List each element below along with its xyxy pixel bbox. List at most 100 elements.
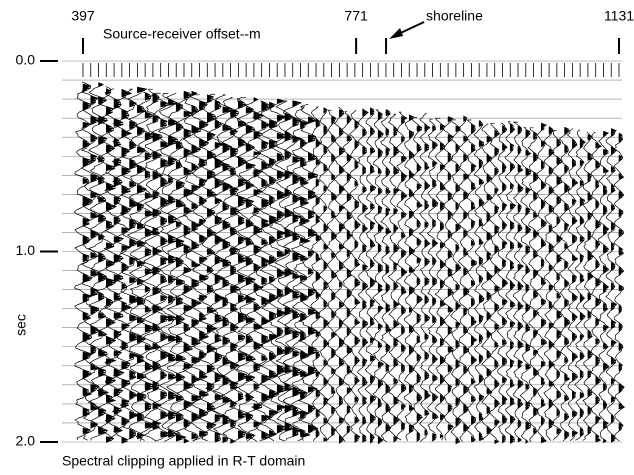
wiggle-trace	[566, 128, 579, 442]
wiggle-trace	[418, 113, 431, 442]
wiggle-trace	[364, 109, 377, 442]
wiggle-trace	[236, 96, 257, 442]
wiggle-fill	[572, 138, 579, 438]
wiggle-fill	[533, 131, 540, 435]
wiggle-fill	[486, 135, 494, 435]
wiggle-trace	[535, 124, 548, 442]
wiggle-trace	[126, 88, 148, 442]
wiggle-fill	[610, 128, 618, 443]
wiggle-fill	[152, 92, 163, 430]
wiggle-fill	[377, 111, 385, 445]
wiggle-trace	[317, 109, 330, 442]
wiggle-fill	[331, 115, 338, 437]
wiggle-fill	[463, 115, 470, 433]
wiggle-fill	[370, 107, 377, 445]
wiggle-fill	[494, 129, 501, 445]
wiggle-fill	[230, 109, 240, 444]
wiggle-fill	[160, 100, 171, 438]
y-axis-label: sec	[13, 314, 29, 336]
y-tick-label: 2.0	[16, 433, 36, 449]
wiggle-fill	[556, 137, 564, 435]
wiggle-fill	[455, 125, 462, 445]
wiggle-fill	[541, 122, 548, 444]
wiggle-fill	[502, 124, 509, 444]
wiggle-trace	[119, 88, 140, 442]
wiggle-fill	[308, 116, 318, 433]
wiggle-fill	[618, 132, 626, 432]
wiggle-fill	[292, 100, 303, 438]
wiggle-fill	[564, 126, 571, 440]
wiggle-trace	[387, 113, 400, 441]
wiggle-fill	[144, 92, 155, 429]
wiggle-fill	[354, 120, 361, 444]
x-tick-label: 397	[71, 8, 95, 24]
wiggle-fill	[447, 116, 455, 431]
wiggle-trace	[349, 110, 361, 441]
wiggle-fill	[548, 126, 556, 430]
wiggle-fill	[284, 112, 294, 432]
y-tick-label: 1.0	[16, 242, 36, 258]
wiggle-trace	[333, 107, 346, 442]
wiggle-trace	[395, 111, 408, 441]
wiggle-fill	[525, 129, 532, 445]
wiggle-fill	[509, 122, 517, 444]
wiggle-fill	[409, 114, 416, 434]
wiggle-fill	[587, 134, 594, 436]
wiggle-trace	[150, 92, 172, 442]
annotation-label: shoreline	[426, 8, 483, 24]
wiggle-trace	[574, 129, 586, 441]
wiggle-trace	[481, 123, 493, 441]
wiggle-fill	[129, 100, 139, 440]
wiggle-trace	[80, 87, 101, 441]
annotation-arrowhead	[389, 28, 404, 39]
wiggle-trace	[543, 126, 556, 441]
wiggle-fill	[432, 124, 439, 442]
wiggle-fill	[323, 107, 330, 442]
wiggle-fill	[478, 120, 485, 442]
wiggle-fill	[362, 107, 369, 443]
wiggle-fill	[595, 141, 602, 443]
wiggle-fill	[276, 98, 288, 434]
seismic-traces	[62, 60, 626, 445]
wiggle-fill	[82, 83, 93, 435]
wiggle-trace	[372, 109, 385, 443]
wiggle-fill	[440, 123, 447, 439]
wiggle-trace	[227, 98, 249, 441]
wiggle-fill	[346, 114, 353, 435]
x-tick-label: 771	[344, 8, 368, 24]
wiggle-fill	[315, 118, 323, 438]
wiggle-trace	[282, 102, 303, 441]
wiggle-trace	[111, 89, 133, 442]
y-tick-label: 0.0	[16, 52, 36, 68]
wiggle-fill	[424, 123, 431, 437]
wiggle-trace	[189, 94, 210, 442]
wiggle-fill	[385, 109, 392, 433]
wiggle-fill	[579, 137, 586, 437]
wiggle-fill	[214, 99, 225, 443]
wiggle-fill	[183, 90, 194, 444]
wiggle-fill	[261, 100, 272, 440]
wiggle-trace	[380, 109, 392, 443]
wiggle-trace	[450, 119, 462, 443]
wiggle-trace	[473, 120, 485, 442]
wiggle-fill	[517, 125, 525, 443]
wiggle-trace	[157, 93, 179, 442]
wiggle-fill	[401, 115, 408, 431]
wiggle-fill	[471, 123, 478, 443]
x-tick-label: 1131	[604, 8, 634, 24]
wiggle-fill	[416, 125, 424, 443]
wiggle-fill	[339, 109, 346, 444]
wiggle-fill	[222, 106, 233, 444]
caption: Spectral clipping applied in R-T domain	[62, 453, 305, 469]
wiggle-fill	[90, 95, 100, 429]
wiggle-trace	[267, 100, 288, 442]
wiggle-trace	[135, 90, 156, 441]
wiggle-fill	[603, 130, 610, 444]
wiggle-trace	[259, 103, 280, 441]
wiggle-trace	[434, 117, 447, 441]
wiggle-trace	[558, 128, 571, 442]
x-axis-label: Source-receiver offset--m	[103, 26, 261, 42]
wiggle-fill	[168, 99, 178, 438]
